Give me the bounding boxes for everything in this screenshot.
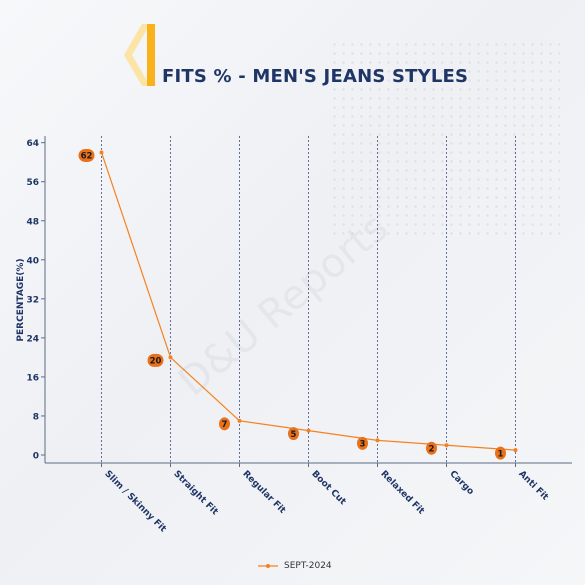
data-labels: 62 20 7 5 3 2 1 bbox=[78, 148, 506, 460]
data-label-badge bbox=[357, 436, 368, 450]
data-label: 62 bbox=[81, 152, 93, 162]
data-label-badge bbox=[495, 446, 506, 460]
chevron-icon bbox=[124, 24, 155, 86]
x-tick-label: Relaxed Fit bbox=[378, 469, 426, 517]
legend-label: SEPT-2024 bbox=[284, 561, 332, 571]
y-tick-label: 24 bbox=[26, 334, 39, 344]
y-tick-label: 0 bbox=[33, 452, 39, 462]
y-tick-label: 64 bbox=[26, 139, 39, 149]
y-tick-label: 56 bbox=[26, 178, 39, 188]
data-point bbox=[444, 443, 449, 448]
series-group bbox=[99, 150, 518, 453]
data-point bbox=[237, 418, 242, 423]
y-axis-label: PERCENTAGE(%) bbox=[16, 258, 26, 341]
data-label-badge bbox=[78, 148, 95, 162]
x-ticks: Slim / Skinny Fit Straight Fit Regular Fit… bbox=[101, 463, 550, 535]
data-label: 3 bbox=[360, 440, 366, 450]
data-label-badge bbox=[426, 441, 437, 455]
data-label: 5 bbox=[291, 430, 297, 440]
data-label: 2 bbox=[429, 444, 435, 454]
y-tick-label: 8 bbox=[33, 412, 39, 422]
data-point bbox=[375, 438, 380, 443]
data-label-badge bbox=[288, 427, 299, 441]
data-point bbox=[99, 150, 104, 155]
y-tick-label: 32 bbox=[26, 295, 39, 305]
data-point bbox=[306, 428, 311, 433]
y-ticks: 0 8 16 24 32 40 48 56 64 bbox=[26, 139, 45, 462]
x-tick-label: Regular Fit bbox=[240, 469, 287, 516]
y-tick-label: 16 bbox=[26, 373, 39, 383]
data-label-badge bbox=[219, 417, 230, 431]
x-tick-label: Straight Fit bbox=[171, 469, 220, 518]
chart-title: FITS % - MEN'S JEANS STYLES bbox=[162, 66, 469, 87]
data-label: 7 bbox=[222, 420, 228, 430]
x-tick-label: Slim / Skinny Fit bbox=[102, 469, 168, 535]
y-tick-label: 40 bbox=[26, 256, 39, 266]
data-point bbox=[513, 448, 518, 453]
x-tick-label: Cargo bbox=[447, 469, 475, 497]
data-label-badge bbox=[147, 353, 164, 367]
y-tick-label: 48 bbox=[26, 217, 39, 227]
legend-marker bbox=[258, 564, 278, 568]
legend: SEPT-2024 bbox=[258, 561, 332, 571]
data-label: 1 bbox=[498, 449, 504, 459]
dot-pattern bbox=[330, 40, 560, 240]
data-label: 20 bbox=[150, 357, 162, 367]
x-tick-label: Anti Fit bbox=[516, 469, 550, 503]
x-tick-label: Boot Cut bbox=[309, 469, 348, 508]
data-point bbox=[168, 355, 173, 360]
grid-lines bbox=[101, 136, 516, 463]
